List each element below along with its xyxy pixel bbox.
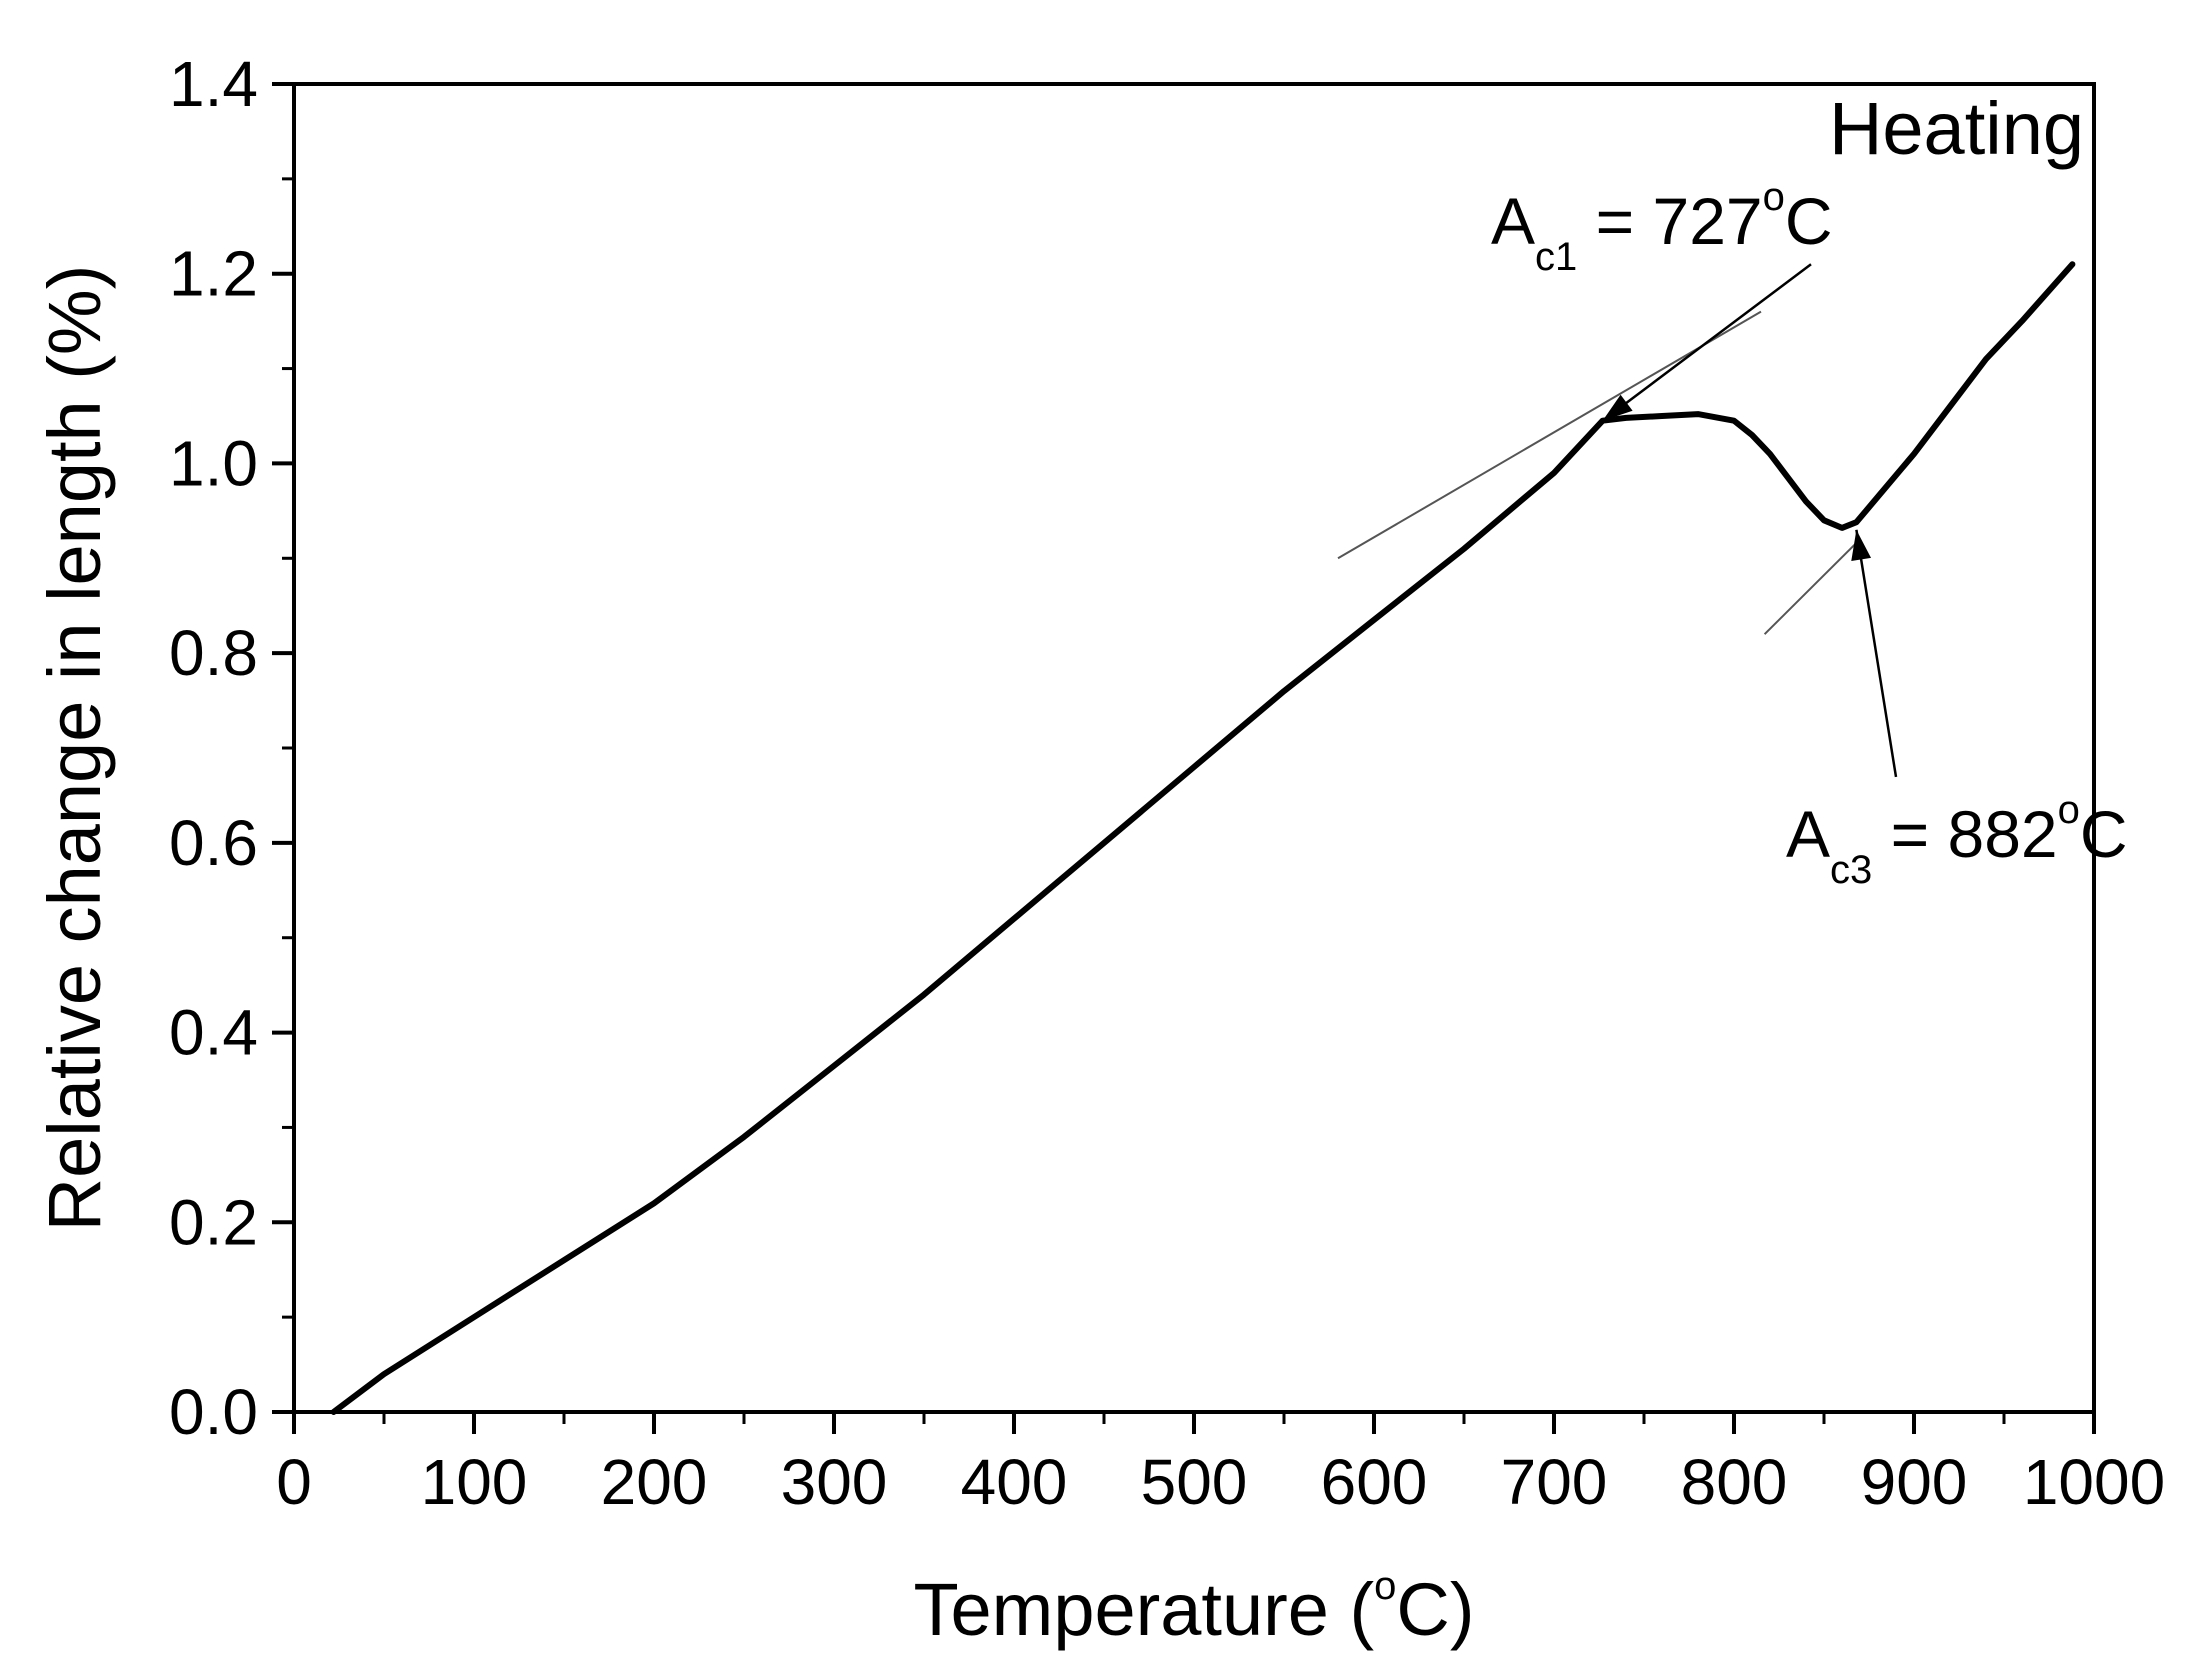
series-line-heating (330, 261, 2076, 1415)
axis-ticks (272, 82, 2096, 1434)
x-tick-label: 100 (421, 1446, 528, 1518)
x-tick-label: 1000 (2023, 1446, 2165, 1518)
x-tick-label: 0 (276, 1446, 312, 1518)
tangent-line-ac1 (1337, 310, 1762, 560)
annotation-ac3-label: Ac3 = 882oC (1786, 788, 2128, 892)
arrow-ac1-head (1602, 394, 1633, 421)
y-tick-label: 1.4 (169, 48, 258, 120)
x-tick-label: 300 (781, 1446, 888, 1518)
y-axis-title: Relative change in length (%) (33, 265, 116, 1232)
annotation-ac1-label: Ac1 = 727oC (1491, 175, 1833, 279)
x-axis-title: Temperature (oC) (914, 1564, 1475, 1651)
x-tick-label: 800 (1681, 1446, 1788, 1518)
y-tick-label: 1.2 (169, 238, 258, 310)
x-tick-label: 200 (601, 1446, 708, 1518)
y-tick-label: 0.0 (169, 1376, 258, 1448)
y-tick-label: 1.0 (169, 427, 258, 499)
tangent-lines (1337, 310, 1861, 635)
plot-frame (292, 82, 2096, 1414)
series-group (330, 261, 2076, 1415)
plot-area-border (292, 82, 2096, 1414)
y-tick-label: 0.2 (169, 1186, 258, 1258)
tick-labels: 0 100 200 300 400 500 600 700 800 900 1000 0.0 0.2 0.… (169, 48, 2165, 1518)
x-tick-label: 500 (1141, 1446, 1248, 1518)
annotation-arrows (1601, 263, 1898, 778)
x-tick-label: 700 (1501, 1446, 1608, 1518)
arrow-ac3-head (1851, 529, 1872, 562)
y-tick-label: 0.6 (169, 807, 258, 879)
x-tick-label: 600 (1321, 1446, 1428, 1518)
tangent-line-ac3 (1763, 538, 1861, 635)
y-tick-label: 0.8 (169, 617, 258, 689)
arrow-ac1-shaft (1601, 263, 1812, 422)
y-tick-label: 0.4 (169, 997, 258, 1069)
x-tick-label: 900 (1861, 1446, 1968, 1518)
legend-heating-label: Heating (1829, 87, 2084, 170)
x-tick-label: 400 (961, 1446, 1068, 1518)
arrow-ac3-shaft (1855, 529, 1898, 778)
